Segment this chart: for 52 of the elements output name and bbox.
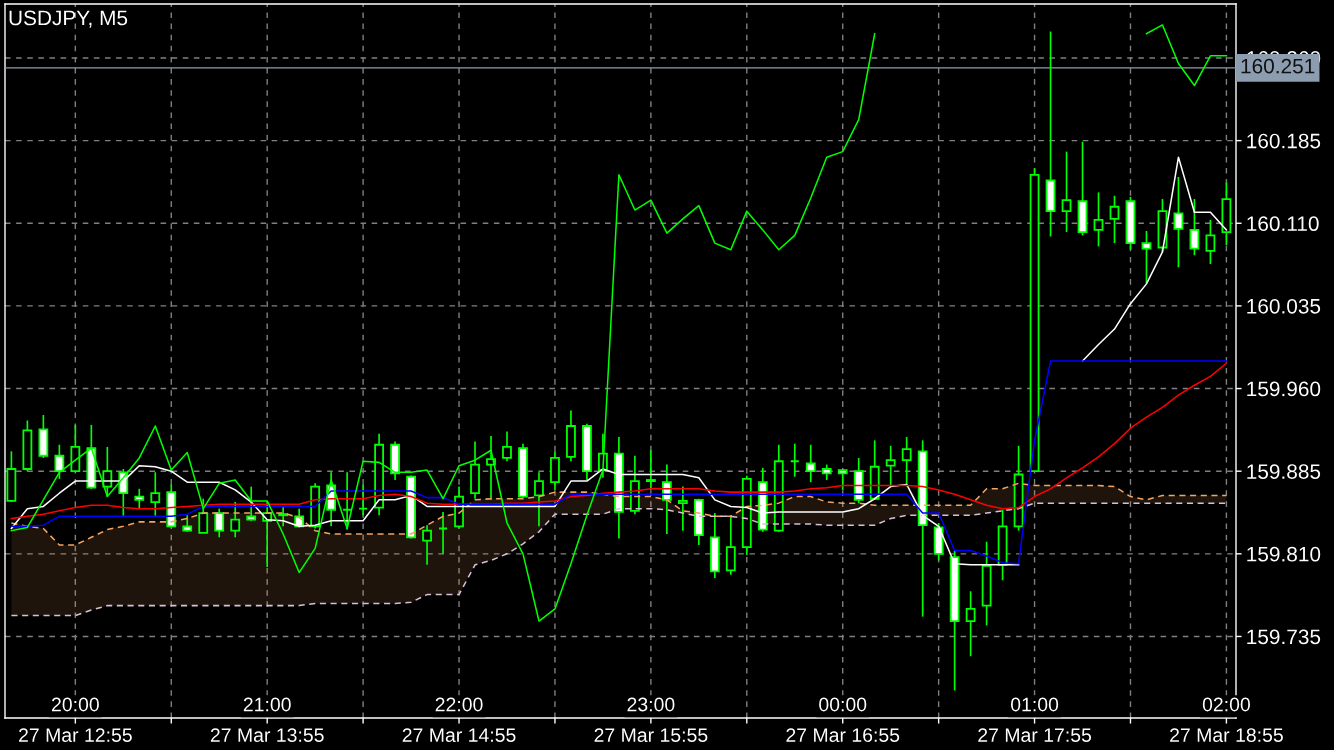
line-series: [10, 362, 1228, 520]
candlestick: [965, 590, 976, 658]
y-tick-label: 159.885: [1247, 464, 1321, 479]
annotation: 02:00: [1202, 697, 1250, 712]
y-tick-label: 160.035: [1247, 298, 1321, 314]
x-tick-label: 27 Mar 18:55: [1170, 728, 1283, 742]
y-tick-label: 160.185: [1247, 133, 1321, 149]
candlestick: [134, 487, 145, 510]
candlestick: [198, 497, 209, 534]
annotation: 01:00: [1011, 697, 1059, 712]
y-tick-label: 159.735: [1247, 629, 1321, 645]
annotation: 00:00: [819, 697, 867, 712]
candlestick: [645, 449, 656, 491]
x-tick-label: 27 Mar 13:55: [210, 728, 324, 742]
candlestick: [677, 485, 688, 532]
candlestick: [885, 445, 896, 488]
candlestick: [1093, 191, 1104, 248]
x-tick-label: 27 Mar 15:55: [594, 728, 708, 742]
candlestick: [230, 501, 241, 539]
candlestick: [805, 443, 816, 484]
chart-title: USDJPY, M5: [9, 10, 128, 28]
y-tick-label: 159.810: [1247, 546, 1321, 562]
x-tick-label: 27 Mar 12:55: [19, 728, 132, 742]
candlestick: [150, 471, 161, 518]
candlestick: [422, 524, 432, 566]
candlestick: [1061, 150, 1072, 233]
candlestick: [54, 443, 65, 480]
candlestick: [1109, 194, 1120, 244]
candlestick: [901, 436, 912, 488]
line-series: [10, 360, 1228, 565]
candlestick: [278, 505, 289, 528]
annotation: 23:00: [627, 697, 675, 712]
annotation: 22:00: [435, 697, 483, 712]
x-tick-label: 27 Mar 17:55: [978, 728, 1092, 742]
annotation: 20:00: [51, 697, 99, 712]
candlestick: [1205, 219, 1216, 265]
annotation: 21:00: [243, 697, 291, 712]
x-tick-label: 27 Mar 16:55: [786, 728, 900, 742]
y-tick-label: 160.110: [1247, 216, 1319, 232]
line-series: [10, 482, 1228, 546]
x-tick-label: 27 Mar 14:55: [402, 728, 516, 742]
candlestick: [246, 485, 257, 522]
candlestick: [1173, 176, 1184, 269]
candlestick: [102, 446, 113, 498]
candlestick: [534, 471, 544, 528]
candlestick: [1189, 198, 1200, 257]
candlestick: [502, 430, 512, 463]
candlestick: [1141, 230, 1152, 285]
y-tick-label: 159.960: [1247, 381, 1321, 397]
candlestick: [725, 514, 736, 576]
line-series: [10, 502, 1228, 617]
candlestick: [214, 507, 225, 539]
